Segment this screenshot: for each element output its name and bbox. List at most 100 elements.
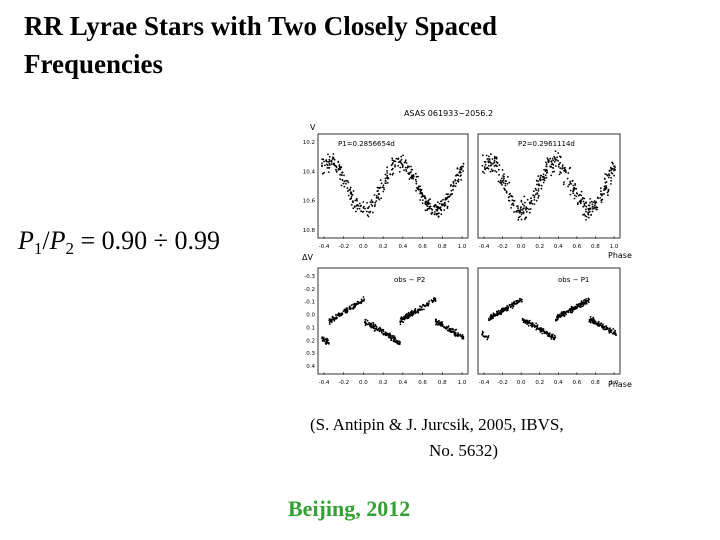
data-point — [492, 317, 494, 320]
data-point — [588, 298, 590, 301]
data-point — [362, 201, 365, 203]
data-point — [553, 160, 556, 163]
data-point — [446, 326, 449, 329]
data-point — [409, 311, 412, 313]
x-tick-label: 1.0 — [610, 244, 619, 250]
data-point — [487, 336, 490, 339]
data-point — [335, 168, 337, 171]
data-point — [582, 205, 585, 208]
data-point — [394, 337, 396, 340]
data-point — [456, 167, 459, 170]
data-point — [544, 174, 547, 177]
data-point — [419, 305, 421, 308]
data-point — [545, 331, 548, 334]
data-point — [338, 164, 341, 166]
data-point — [497, 313, 500, 316]
data-point — [460, 168, 462, 171]
data-point — [490, 313, 493, 316]
data-point — [347, 194, 350, 197]
data-point — [531, 322, 534, 325]
data-point — [589, 316, 592, 318]
data-point — [387, 177, 389, 180]
data-point — [547, 335, 550, 337]
data-point — [438, 319, 440, 322]
data-point — [445, 198, 448, 200]
data-point — [405, 170, 408, 173]
data-point — [380, 197, 383, 199]
data-point — [523, 195, 526, 198]
data-point — [582, 197, 584, 199]
data-point — [522, 318, 525, 321]
data-point — [366, 202, 368, 204]
data-point — [525, 206, 528, 209]
data-point — [558, 315, 561, 317]
data-point — [482, 335, 485, 337]
data-point — [559, 156, 562, 159]
data-point — [373, 205, 376, 208]
data-point — [569, 309, 571, 311]
data-point — [424, 202, 427, 204]
data-point — [585, 205, 588, 208]
data-point — [504, 180, 507, 182]
data-point — [506, 309, 509, 311]
data-point — [402, 321, 405, 324]
data-point — [459, 175, 462, 177]
data-point — [332, 162, 335, 165]
data-point — [461, 335, 463, 337]
data-point — [600, 193, 602, 196]
data-point — [386, 166, 388, 169]
data-point — [415, 175, 418, 178]
x-tick-label: 0.0 — [359, 244, 368, 250]
x-tick-label: -0.4 — [319, 244, 330, 250]
data-point — [558, 163, 560, 166]
panel-bl-y-ticks: -0.3 -0.2 -0.1 0.0 0.1 0.2 0.3 0.4 — [304, 274, 315, 370]
data-point — [541, 328, 543, 330]
data-point — [408, 165, 410, 168]
data-point — [496, 161, 499, 164]
data-point — [607, 190, 610, 193]
data-point — [326, 167, 329, 169]
data-point — [323, 340, 326, 343]
data-point — [522, 211, 525, 213]
data-point — [355, 210, 357, 213]
data-point — [487, 161, 490, 164]
data-point — [428, 205, 431, 208]
data-point — [498, 164, 501, 167]
data-point — [404, 159, 407, 161]
panel-tr-x-ticks: -0.4 -0.2 0.0 0.2 0.4 0.6 0.8 1.0 — [479, 236, 619, 250]
data-point — [526, 319, 528, 322]
data-point — [352, 308, 355, 310]
data-point — [404, 314, 407, 316]
data-point — [372, 327, 375, 330]
data-point — [434, 299, 437, 302]
data-point — [407, 311, 410, 314]
data-point — [481, 170, 484, 173]
data-point — [382, 184, 385, 187]
data-point — [326, 337, 328, 340]
data-point — [427, 303, 430, 306]
data-point — [420, 308, 422, 310]
data-point — [384, 173, 387, 176]
data-point — [564, 311, 566, 314]
data-point — [488, 155, 490, 158]
data-point — [483, 166, 486, 168]
data-point — [321, 172, 324, 175]
data-point — [504, 308, 507, 311]
data-point — [603, 185, 606, 188]
data-point — [485, 154, 488, 157]
data-point — [334, 314, 337, 316]
x-tick-label: 0.8 — [591, 380, 600, 386]
formula-rhs: = 0.90 ÷ 0.99 — [74, 226, 220, 255]
data-point — [519, 215, 521, 218]
data-point — [550, 174, 553, 177]
data-point — [378, 326, 381, 329]
data-point — [611, 332, 614, 335]
data-point — [375, 200, 378, 202]
data-point — [580, 302, 583, 305]
data-point — [490, 317, 493, 320]
top-y-label: V — [310, 123, 316, 132]
data-point — [420, 196, 423, 198]
data-point — [417, 185, 420, 188]
data-point — [341, 174, 343, 177]
data-point — [521, 211, 523, 214]
